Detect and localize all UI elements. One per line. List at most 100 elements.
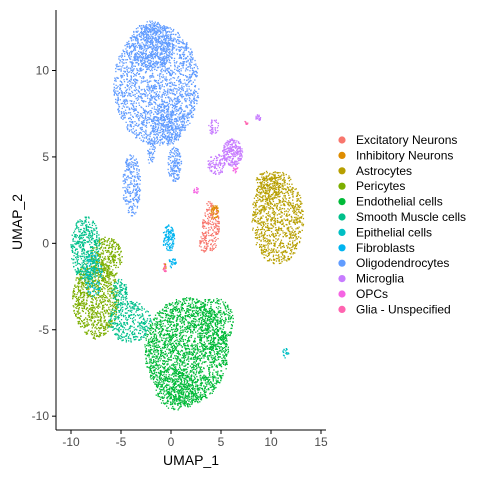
data-point [144,61,146,63]
data-point [117,65,119,68]
data-point [140,80,143,82]
data-point [199,401,201,403]
data-point [159,136,161,138]
data-point [133,164,135,166]
data-point [169,156,171,158]
data-point [175,41,178,43]
data-point [142,65,145,67]
data-point [142,59,144,61]
data-point [287,227,289,229]
data-point [145,124,147,126]
data-point [274,191,276,193]
data-point [184,57,186,59]
data-point [163,58,165,60]
data-point [280,177,282,179]
data-point [127,129,129,131]
data-point [178,101,180,104]
data-point [162,130,165,132]
data-point [148,44,150,46]
data-point [199,367,201,370]
data-point [132,69,134,71]
data-point [160,373,162,376]
data-point [133,75,135,77]
data-point [127,43,129,45]
data-point [169,73,172,76]
data-point [147,105,150,107]
data-point [137,111,139,113]
data-point [162,76,164,79]
data-point [149,77,151,79]
data-point [145,52,147,55]
data-point [129,195,132,197]
data-point [190,328,192,331]
data-point [212,355,214,357]
data-point [267,203,269,205]
data-point [187,78,189,80]
data-point [255,202,257,204]
data-point [138,187,140,189]
data-point [159,72,161,75]
data-point [170,36,172,38]
data-point [134,113,136,115]
data-point [124,117,126,119]
data-point [153,88,155,90]
data-point [182,115,185,118]
data-point [173,316,175,318]
data-point [171,155,173,157]
data-point [146,95,148,97]
data-point [278,228,280,231]
data-point [200,392,202,394]
data-point [174,107,176,109]
data-point [127,125,129,127]
data-point [150,55,152,57]
data-point [287,257,289,260]
data-point [280,252,282,254]
data-point [192,350,195,352]
data-point [264,251,266,253]
data-point [181,121,183,123]
data-point [188,392,190,394]
data-point [255,204,257,206]
data-point [292,187,294,189]
data-point [135,73,138,75]
data-point [266,193,269,195]
data-point [278,190,280,192]
data-point [167,108,169,110]
data-point [139,35,141,38]
data-point [167,123,169,125]
data-point [270,217,273,219]
data-point [152,131,155,133]
data-point [116,76,118,79]
data-point [129,95,131,97]
data-point [128,191,130,193]
data-point [140,69,142,72]
data-point [272,233,274,235]
data-point [268,189,270,191]
data-point [189,94,191,97]
data-point [266,203,268,205]
data-point [155,103,157,105]
data-point [170,396,173,398]
data-point [148,46,150,48]
data-point [292,234,294,236]
data-point [213,319,215,321]
data-point [177,97,179,100]
data-point [258,178,260,181]
data-point [258,210,261,213]
data-point [278,245,280,247]
data-point [171,152,173,154]
data-point [272,262,274,264]
data-point [181,85,183,87]
data-point [162,80,164,82]
data-point [176,53,178,55]
data-point [165,369,168,371]
data-point [208,376,210,378]
data-point [119,113,121,115]
data-point [181,89,183,91]
data-point [218,364,221,366]
data-point [162,42,164,44]
data-point [161,120,163,122]
data-point [117,103,119,105]
data-point [168,105,170,107]
data-point [183,391,185,393]
